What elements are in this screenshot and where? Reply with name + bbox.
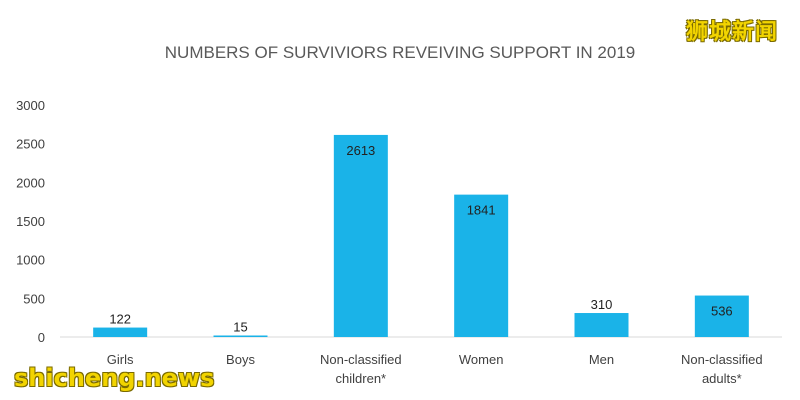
y-tick-label: 3000 <box>16 98 45 113</box>
x-tick-label: Women <box>459 352 504 367</box>
bar <box>333 134 388 337</box>
bars: 122 15 2613 1841 310 536 <box>93 134 749 337</box>
data-label: 122 <box>109 312 131 327</box>
data-label: 1841 <box>467 203 496 218</box>
bar <box>93 327 148 337</box>
x-tick-label: Boys <box>226 352 255 367</box>
data-label: 536 <box>711 304 733 319</box>
x-tick-label: Non-classified <box>320 352 402 367</box>
bar <box>574 313 629 337</box>
y-axis: 0 500 1000 1500 2000 2500 3000 <box>16 98 45 345</box>
x-tick-label: Girls <box>107 352 134 367</box>
y-tick-label: 1500 <box>16 214 45 229</box>
watermark-bottom-left: shicheng.news <box>14 364 215 392</box>
bar <box>694 295 749 337</box>
y-tick-label: 500 <box>23 291 45 306</box>
bar <box>454 194 509 337</box>
bar <box>213 335 268 337</box>
y-tick-label: 0 <box>38 330 45 345</box>
data-label: 310 <box>591 297 613 312</box>
chart-title: NUMBERS OF SURVIVIORS REVEIVING SUPPORT … <box>165 43 635 62</box>
y-tick-label: 2000 <box>16 175 45 190</box>
x-axis: Girls Boys Non-classified children* Women Men… <box>60 336 782 386</box>
y-tick-label: 1000 <box>16 253 45 268</box>
x-tick-label: Non-classified <box>681 352 763 367</box>
data-label: 2613 <box>346 143 375 158</box>
y-tick-label: 2500 <box>16 137 45 152</box>
x-tick-label: children* <box>336 371 387 386</box>
watermark-top-right: 狮城新闻 <box>685 20 778 45</box>
x-tick-label: Men <box>589 352 614 367</box>
data-label: 15 <box>233 320 247 335</box>
x-tick-label: adults* <box>702 371 742 386</box>
